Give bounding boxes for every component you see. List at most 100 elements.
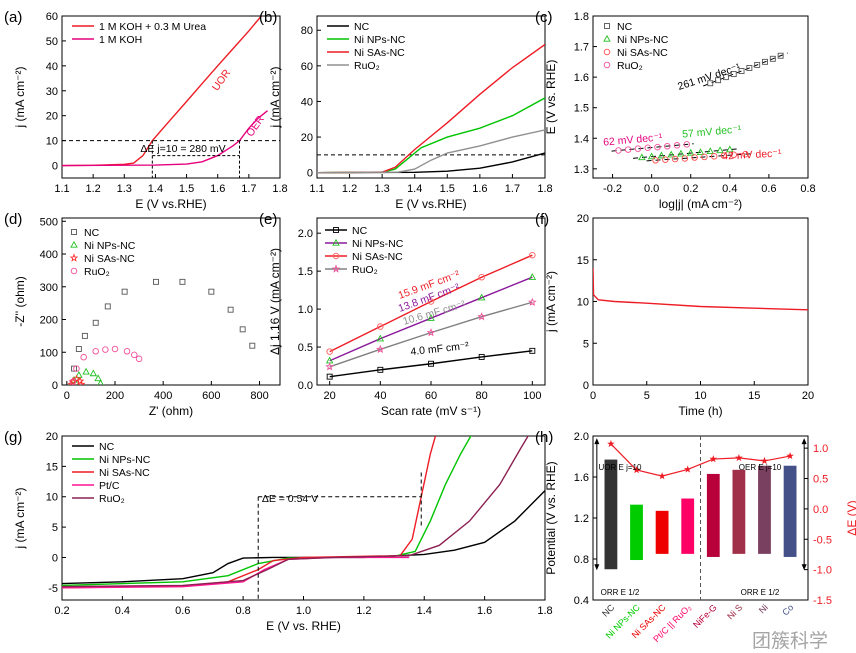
- x-tick-label: 1.0: [296, 605, 311, 617]
- data-point: [325, 362, 334, 371]
- legend-label: Ni SAs-NC: [352, 251, 403, 263]
- y-tick-label: 0.0: [298, 380, 313, 392]
- series-line-1 M KOH + 0.3 M Urea: [62, 16, 262, 167]
- x-tick-label: 0.4: [115, 605, 130, 617]
- panel-label: (f): [535, 211, 549, 228]
- y-tick-label: 0: [52, 552, 58, 564]
- data-point: [769, 55, 776, 62]
- legend-marker: [603, 48, 611, 56]
- y-right-tick-label: 1.0: [813, 443, 828, 455]
- y-tick-label: 0: [52, 161, 58, 173]
- x-tick-label: 0: [590, 390, 596, 402]
- legend-label: NC: [352, 225, 368, 237]
- y-axis-label: j (mA cm⁻²): [268, 67, 282, 129]
- plot-area: [67, 278, 256, 385]
- bar: [604, 459, 618, 570]
- y-tick-label: 10: [46, 492, 58, 504]
- x-axis-label: Scan rate (mV s⁻¹): [381, 404, 481, 418]
- legend-item: NC: [604, 21, 633, 33]
- data-point: [477, 312, 486, 321]
- data-point: [715, 77, 722, 84]
- y-right-tick-label: -1.0: [813, 565, 832, 577]
- annotation: 261 mV dec⁻¹: [676, 61, 742, 93]
- data-point: [75, 376, 85, 385]
- data-point: [615, 147, 622, 154]
- arrow-head: [801, 438, 807, 445]
- legend-item: NC: [327, 21, 370, 33]
- data-point: [76, 379, 86, 385]
- arrow-head: [594, 564, 600, 571]
- data-point: [673, 142, 681, 149]
- delta-e-point: [658, 472, 666, 480]
- legend-label: Pt/C: [99, 480, 120, 492]
- data-point: [92, 319, 99, 326]
- data-point: [634, 145, 642, 152]
- y-tick-label: 2.0: [574, 431, 589, 443]
- data-point: [123, 348, 131, 355]
- x-tick-label: -0.2: [603, 183, 622, 195]
- data-point: [638, 153, 646, 161]
- delta-e-point: [760, 456, 769, 465]
- delta-e-point: [683, 465, 692, 473]
- panel-g: (g) -5 0 5 10 15 20 0.2 0.4 0.6 0.8 1.0 1.2 1.4 1.6 1.8…: [4, 429, 553, 633]
- data-point: [664, 142, 671, 150]
- data-point: [644, 144, 651, 151]
- arrow-head: [594, 438, 600, 445]
- y-tick-label: 1.2: [574, 513, 589, 525]
- series-line-Ni SAs-NC: [317, 43, 545, 174]
- annotation: ORR E 1/2: [601, 588, 640, 597]
- legend-marker: [603, 61, 611, 69]
- data-point: [376, 344, 385, 354]
- y-tick-label: 500: [40, 216, 58, 228]
- legend-label: Ni SAs-NC: [84, 253, 135, 265]
- data-point: [529, 347, 536, 354]
- y-right-axis-label: ΔE (V): [845, 500, 856, 535]
- x-tick-label: 20: [802, 390, 814, 402]
- plot-area: [611, 52, 788, 164]
- data-point: [529, 251, 536, 259]
- y-tick-label: 20: [46, 431, 58, 443]
- x-tick-label: 40: [374, 390, 386, 402]
- x-tick-label: 1.6: [472, 183, 487, 195]
- panel-label: (b): [259, 9, 277, 26]
- y-tick-label: 1.6: [574, 472, 589, 484]
- legend-marker: [332, 252, 340, 260]
- data-point: [754, 61, 761, 68]
- panel-c: (c) 1.3 1.4 1.5 1.6 1.7 1.8 -0.2 0.0 0.2 0.4 0.6 0.8…: [535, 9, 816, 211]
- panel-label: (h): [535, 429, 553, 446]
- series-line-RuO₂: [62, 436, 529, 588]
- y-tick-label: 60: [46, 11, 58, 23]
- data-point: [131, 351, 138, 359]
- panel-label: (d): [4, 211, 22, 228]
- legend-marker: [604, 23, 610, 29]
- data-point: [89, 369, 98, 377]
- data-point: [738, 68, 745, 74]
- data-point: [707, 80, 714, 87]
- legend-label: 1 M KOH: [99, 34, 142, 46]
- y-tick-label: 15: [46, 461, 58, 473]
- legend-label: RuO₂: [352, 264, 378, 276]
- data-point: [647, 152, 656, 160]
- data-point: [667, 150, 675, 158]
- bar: [681, 498, 695, 554]
- legend-marker: [70, 240, 78, 248]
- y-tick-label: 1.4: [574, 133, 589, 145]
- data-point: [69, 378, 77, 385]
- delta-e-point: [632, 466, 641, 474]
- legend-item: Pt/C: [72, 480, 120, 492]
- data-point: [428, 360, 434, 367]
- x-tick-label: 0.6: [175, 605, 190, 617]
- x-tick-label: 1.8: [537, 183, 552, 195]
- y-tick-label: 40: [46, 61, 58, 73]
- x-tick-label: 0.4: [722, 183, 737, 195]
- legend-item: RuO₂: [70, 266, 110, 278]
- delta-e-point: [709, 455, 718, 463]
- data-point: [681, 155, 689, 162]
- legend-item: Ni SAs-NC: [325, 251, 403, 263]
- x-tick-label: 1.2: [342, 183, 357, 195]
- y-tick-label: 0.8: [574, 554, 589, 566]
- x-tick-label: 600: [202, 390, 220, 402]
- data-point: [478, 353, 485, 360]
- x-tick-label: 0.8: [800, 183, 815, 195]
